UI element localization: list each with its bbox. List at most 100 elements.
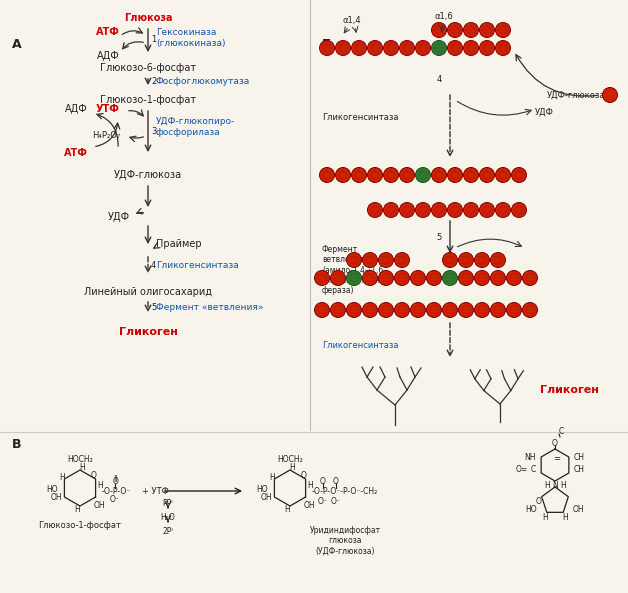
Circle shape [458, 253, 474, 267]
Circle shape [384, 167, 399, 183]
Text: HO: HO [526, 505, 537, 514]
Text: 5: 5 [436, 234, 442, 243]
Circle shape [602, 88, 617, 103]
Text: NH: NH [524, 452, 536, 461]
Circle shape [495, 202, 511, 218]
Text: + УТФ: + УТФ [142, 486, 169, 496]
Circle shape [411, 270, 426, 285]
Text: OH: OH [304, 502, 316, 511]
Text: Гликоген: Гликоген [119, 327, 178, 337]
Circle shape [463, 23, 479, 37]
Circle shape [463, 202, 479, 218]
Circle shape [511, 202, 526, 218]
Circle shape [394, 302, 409, 317]
Text: УДФ-глюкопиро-
фосфорилаза: УДФ-глюкопиро- фосфорилаза [156, 117, 236, 137]
Text: OH: OH [573, 505, 585, 514]
Circle shape [522, 302, 538, 317]
Circle shape [330, 302, 345, 317]
Circle shape [352, 40, 367, 56]
Text: Гликогенсинтаза: Гликогенсинтаза [322, 113, 399, 123]
Circle shape [315, 270, 330, 285]
Text: O: O [552, 438, 558, 448]
Text: H: H [289, 464, 295, 473]
Text: CH: CH [574, 466, 585, 474]
Circle shape [362, 253, 377, 267]
Text: УДФ-глюкоза: УДФ-глюкоза [546, 91, 605, 100]
Text: H: H [560, 480, 566, 489]
Text: Уридиндифосфат
глюкоза
(УДФ-глюкоза): Уридиндифосфат глюкоза (УДФ-глюкоза) [310, 526, 381, 556]
Text: O: O [333, 477, 339, 486]
Circle shape [431, 167, 447, 183]
Circle shape [458, 302, 474, 317]
Circle shape [480, 23, 494, 37]
Text: OH: OH [261, 493, 272, 502]
Text: Гликогенсинтаза: Гликогенсинтаза [156, 260, 239, 269]
Text: O⁻: O⁻ [318, 496, 328, 505]
Text: HOCH₂: HOCH₂ [277, 455, 303, 464]
Circle shape [384, 202, 399, 218]
Circle shape [399, 40, 414, 56]
Circle shape [315, 302, 330, 317]
Circle shape [507, 270, 521, 285]
Text: α1,4: α1,4 [343, 15, 361, 24]
Text: H₄P₂O₇: H₄P₂O₇ [92, 132, 120, 141]
Text: =: = [553, 454, 561, 464]
Text: ‖: ‖ [113, 476, 117, 483]
Circle shape [475, 253, 489, 267]
Circle shape [448, 167, 462, 183]
Text: 2Pᴵ: 2Pᴵ [163, 527, 173, 535]
Text: Глюкозо-1-фосфат: Глюкозо-1-фосфат [38, 521, 121, 531]
Text: Праймер: Праймер [156, 239, 202, 249]
Text: O: O [535, 496, 541, 505]
Text: O: O [91, 471, 97, 480]
Text: Б: Б [322, 38, 332, 51]
Text: Фермент «ветвления»: Фермент «ветвления» [156, 302, 264, 311]
Circle shape [411, 302, 426, 317]
Text: УДФ-глюкоза: УДФ-глюкоза [114, 170, 182, 180]
Text: -O-P-O⁻: -O-P-O⁻ [102, 486, 131, 496]
Text: α1,6: α1,6 [435, 11, 453, 21]
Text: O⁻: O⁻ [331, 496, 341, 505]
Text: В: В [12, 438, 21, 451]
Circle shape [448, 40, 462, 56]
Circle shape [416, 167, 431, 183]
Text: H: H [269, 473, 275, 483]
Circle shape [495, 167, 511, 183]
Circle shape [490, 270, 506, 285]
Circle shape [431, 202, 447, 218]
Circle shape [347, 253, 362, 267]
Text: O=: O= [516, 466, 528, 474]
Text: Гликогенсинтаза: Гликогенсинтаза [322, 340, 399, 349]
Text: АДФ: АДФ [65, 104, 88, 114]
Circle shape [399, 202, 414, 218]
Text: 4: 4 [151, 260, 156, 269]
Circle shape [320, 40, 335, 56]
Circle shape [335, 167, 350, 183]
Circle shape [448, 202, 462, 218]
Circle shape [480, 202, 494, 218]
Text: OH: OH [50, 493, 62, 502]
Circle shape [480, 40, 494, 56]
Text: 3: 3 [151, 126, 156, 135]
Circle shape [384, 40, 399, 56]
Circle shape [426, 270, 441, 285]
Text: H: H [284, 505, 290, 515]
Text: УТФ: УТФ [96, 104, 120, 114]
Text: Фосфоглюкомутаза: Фосфоглюкомутаза [156, 78, 250, 87]
Text: A: A [12, 38, 21, 51]
Circle shape [522, 270, 538, 285]
Text: H: H [74, 505, 80, 515]
Circle shape [330, 270, 345, 285]
Text: АДФ: АДФ [97, 51, 120, 61]
Text: УДФ: УДФ [108, 212, 130, 222]
Text: O: O [320, 477, 326, 486]
Text: H: H [562, 512, 568, 521]
Text: АТФ: АТФ [64, 148, 88, 158]
Text: АТФ: АТФ [96, 27, 120, 37]
Text: Глюкозо-6-фосфат: Глюкозо-6-фосфат [100, 63, 196, 73]
Text: 4: 4 [436, 75, 442, 84]
Circle shape [443, 302, 458, 317]
Circle shape [463, 167, 479, 183]
Circle shape [347, 270, 362, 285]
Text: C: C [531, 466, 536, 474]
